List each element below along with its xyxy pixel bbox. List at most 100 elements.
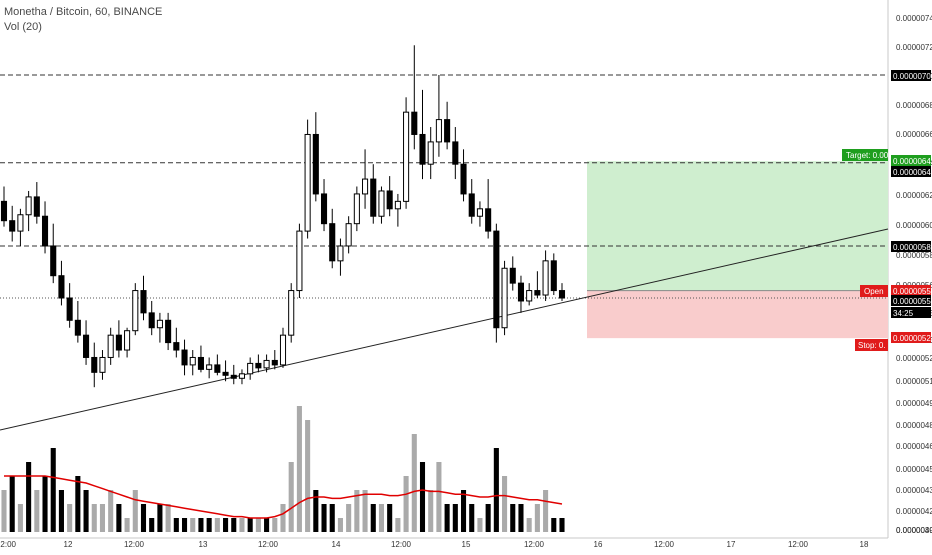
candle-body (189, 356, 196, 366)
volume-bar (190, 518, 196, 532)
candle-body (370, 178, 377, 217)
candle-body (17, 214, 24, 232)
volume-bar (559, 518, 565, 532)
candle-body (329, 223, 336, 262)
volume-bar (58, 490, 64, 532)
volume-bar (67, 504, 73, 532)
volume-bar (264, 518, 270, 532)
volume-bar (296, 406, 302, 532)
volume-bar (428, 490, 434, 532)
volume-bar (223, 518, 229, 532)
price-tag-label: 0.00000641 (893, 168, 932, 177)
candle-body (476, 208, 483, 217)
volume-bar (83, 490, 89, 532)
candle-body (279, 334, 287, 366)
volume-bar (288, 462, 294, 532)
candle-body (222, 371, 229, 376)
candle-body (271, 359, 278, 366)
x-tick-label: 15 (462, 540, 471, 549)
candle-body (526, 290, 533, 302)
x-tick-label: 12:00 (0, 540, 17, 549)
candle-body (107, 334, 114, 358)
volume-bar (378, 504, 385, 532)
volume-bar (313, 490, 319, 532)
candle-body (558, 290, 566, 299)
candle-body (255, 362, 262, 369)
price-tag (891, 295, 931, 306)
candle-body (460, 163, 467, 195)
y-tick-label: 0.00000409 (896, 526, 932, 535)
candle-body (509, 267, 516, 284)
candle-body (25, 196, 32, 216)
candle-body (148, 312, 155, 329)
target-label-box (842, 149, 888, 161)
volume-bar (469, 504, 475, 532)
volume-bar (551, 518, 557, 532)
y-tick-label: 0.00000524 (896, 354, 932, 363)
candle-body (99, 356, 106, 373)
volume-bar (165, 504, 171, 532)
candle-body (165, 319, 172, 344)
volume-bar (346, 504, 352, 532)
volume-bar (255, 518, 261, 532)
y-tick-label: 0.00000436 (896, 486, 932, 495)
candle-body (394, 200, 401, 210)
volume-bar (75, 476, 81, 532)
candle-body (378, 190, 385, 217)
volume-bar (272, 518, 278, 532)
candle-body (66, 297, 73, 321)
target-zone (587, 161, 888, 291)
volume-bar (526, 518, 532, 532)
candle-body (33, 196, 40, 217)
volume-bar (132, 490, 138, 532)
volume-bar (149, 518, 155, 532)
candle-body (485, 208, 492, 232)
volume-bar (502, 476, 508, 532)
candle-body (468, 193, 475, 217)
volume-bar (329, 504, 335, 532)
x-tick-label: 12:00 (788, 540, 809, 549)
price-tag-label: 0.00000642 (893, 157, 932, 166)
candle-body (517, 282, 525, 302)
volume-bar (214, 518, 220, 532)
candle-body (550, 260, 557, 292)
candle-body (74, 319, 81, 336)
volume-bar (305, 420, 311, 532)
price-tag-label: 0.00000585 (893, 243, 932, 252)
volume-ma-line (4, 475, 563, 519)
volume-bar (321, 504, 327, 532)
candle-body (173, 342, 180, 351)
candle-body (345, 223, 352, 247)
volume-bar (231, 518, 237, 532)
volume-bar (26, 462, 32, 532)
volume-bar (518, 504, 524, 532)
y-tick-label: 0.00000465 (896, 442, 932, 451)
candle-body (9, 220, 16, 232)
candle-body (230, 374, 237, 379)
x-tick-label: 12:00 (391, 540, 412, 549)
volume-bar (206, 518, 212, 532)
volume-bar (108, 490, 114, 532)
volume-bar (403, 476, 409, 532)
volume-bar (387, 504, 393, 532)
stop-zone (587, 290, 888, 339)
candle-body (386, 190, 393, 210)
x-tick-label: 12 (64, 540, 73, 549)
candle-body (304, 133, 311, 232)
stop-label: Stop: 0. (858, 341, 886, 350)
volume-bar (452, 504, 458, 532)
x-tick-label: 14 (332, 540, 341, 549)
candle-body (411, 111, 418, 135)
volume-bar (444, 504, 450, 532)
candle-body (534, 290, 541, 296)
volume-bar (99, 504, 106, 532)
